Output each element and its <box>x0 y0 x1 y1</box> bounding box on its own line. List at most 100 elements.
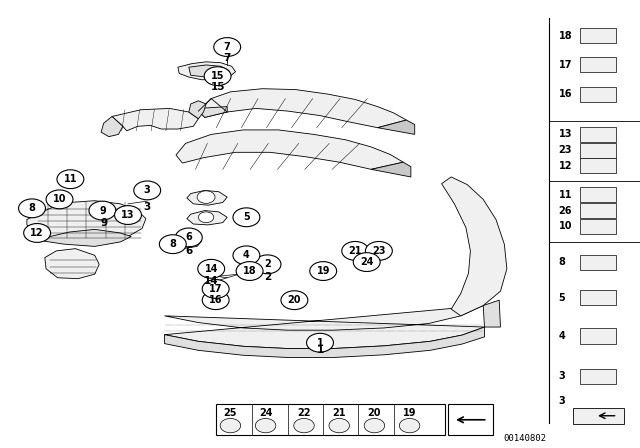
Text: 4: 4 <box>243 250 250 260</box>
Circle shape <box>19 199 45 218</box>
Polygon shape <box>164 327 484 358</box>
Polygon shape <box>163 234 202 249</box>
Polygon shape <box>483 300 500 327</box>
Text: 10: 10 <box>559 221 572 231</box>
Bar <box>580 158 616 173</box>
Text: 20: 20 <box>287 295 301 305</box>
Text: 21: 21 <box>332 408 346 418</box>
Text: 8: 8 <box>29 203 35 213</box>
Text: 5: 5 <box>559 293 566 303</box>
Polygon shape <box>187 211 227 225</box>
Text: 24: 24 <box>360 257 374 267</box>
Circle shape <box>254 255 281 274</box>
Text: 8: 8 <box>559 257 566 267</box>
Circle shape <box>310 262 337 280</box>
Text: 17: 17 <box>559 60 572 70</box>
Circle shape <box>214 38 241 56</box>
Text: 12: 12 <box>30 228 44 238</box>
Text: 7: 7 <box>224 42 230 52</box>
Polygon shape <box>378 120 415 134</box>
Text: 23: 23 <box>559 145 572 155</box>
Bar <box>580 28 616 43</box>
Text: 2: 2 <box>264 272 271 282</box>
Circle shape <box>233 246 260 265</box>
Polygon shape <box>27 201 146 244</box>
Bar <box>448 404 493 435</box>
Polygon shape <box>176 130 403 169</box>
Text: 19: 19 <box>403 408 417 418</box>
Bar <box>580 86 616 102</box>
Bar <box>580 57 616 73</box>
Polygon shape <box>112 108 198 131</box>
Polygon shape <box>371 162 411 177</box>
Circle shape <box>353 253 380 271</box>
Circle shape <box>281 291 308 310</box>
Text: 17: 17 <box>209 284 223 294</box>
Bar <box>580 254 616 270</box>
Circle shape <box>220 418 241 433</box>
Text: 15: 15 <box>211 82 225 92</box>
Circle shape <box>198 212 214 223</box>
Circle shape <box>24 224 51 242</box>
Circle shape <box>364 418 385 433</box>
Text: 11: 11 <box>63 174 77 184</box>
Circle shape <box>255 418 276 433</box>
Bar <box>580 142 616 158</box>
Circle shape <box>57 170 84 189</box>
Circle shape <box>115 206 141 224</box>
Circle shape <box>236 262 263 280</box>
Bar <box>580 328 616 344</box>
Polygon shape <box>198 89 406 128</box>
Text: 20: 20 <box>367 408 381 418</box>
Circle shape <box>342 241 369 260</box>
Circle shape <box>176 237 189 246</box>
Polygon shape <box>189 65 229 77</box>
Text: 14: 14 <box>204 276 218 286</box>
Text: 2: 2 <box>264 259 271 269</box>
Circle shape <box>134 181 161 200</box>
Text: 3: 3 <box>559 371 566 381</box>
Circle shape <box>202 291 229 310</box>
Text: 3: 3 <box>143 202 151 212</box>
Text: 4: 4 <box>559 331 566 341</box>
Text: 8: 8 <box>170 239 176 249</box>
Circle shape <box>365 241 392 260</box>
Text: 6: 6 <box>185 246 193 256</box>
Bar <box>216 404 445 435</box>
Bar <box>580 187 616 202</box>
Circle shape <box>233 208 260 227</box>
Text: 24: 24 <box>259 408 273 418</box>
Circle shape <box>159 235 186 254</box>
Polygon shape <box>178 62 236 80</box>
Circle shape <box>175 228 202 247</box>
Polygon shape <box>198 107 227 117</box>
Circle shape <box>197 191 215 203</box>
Text: 5: 5 <box>243 212 250 222</box>
Polygon shape <box>164 306 484 349</box>
Text: 9: 9 <box>99 206 106 215</box>
Text: 12: 12 <box>559 161 572 171</box>
Bar <box>580 203 616 218</box>
Text: 7: 7 <box>223 53 231 63</box>
Text: 16: 16 <box>209 295 223 305</box>
Text: 18: 18 <box>243 266 257 276</box>
Text: 15: 15 <box>211 71 225 81</box>
Circle shape <box>202 280 229 298</box>
Polygon shape <box>187 190 227 205</box>
Text: 26: 26 <box>559 206 572 215</box>
Circle shape <box>89 201 116 220</box>
Polygon shape <box>45 249 99 279</box>
Bar <box>580 127 616 142</box>
Text: 21: 21 <box>348 246 362 256</box>
Text: 14: 14 <box>204 264 218 274</box>
Text: 13: 13 <box>121 210 135 220</box>
Polygon shape <box>44 229 131 246</box>
Text: 10: 10 <box>52 194 67 204</box>
Polygon shape <box>189 101 206 119</box>
Polygon shape <box>101 116 123 137</box>
Circle shape <box>399 418 420 433</box>
Text: 1: 1 <box>317 338 323 348</box>
Text: 18: 18 <box>559 31 572 41</box>
Text: 1: 1 <box>316 345 324 355</box>
Bar <box>580 219 616 234</box>
